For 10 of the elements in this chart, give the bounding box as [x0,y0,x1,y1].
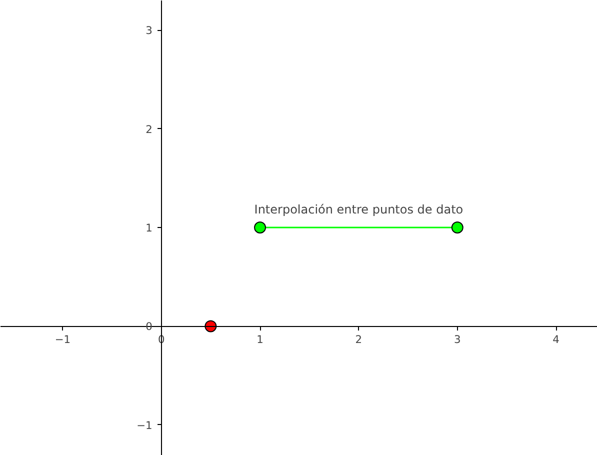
x-tick-label: 1 [256,333,264,346]
y-tick-label: 1 [146,222,152,235]
y-tick-label: −1 [136,418,152,432]
x-tick-label: 3 [454,333,461,346]
y-tick-label: 3 [146,24,152,38]
x-tick-label: 4 [552,333,560,346]
y-tick-label: 2 [146,122,152,136]
annotation: Interpolación entre puntos de dato [254,202,464,217]
x-tick-label: 2 [355,333,362,346]
x-tick-label: −1 [54,333,71,346]
